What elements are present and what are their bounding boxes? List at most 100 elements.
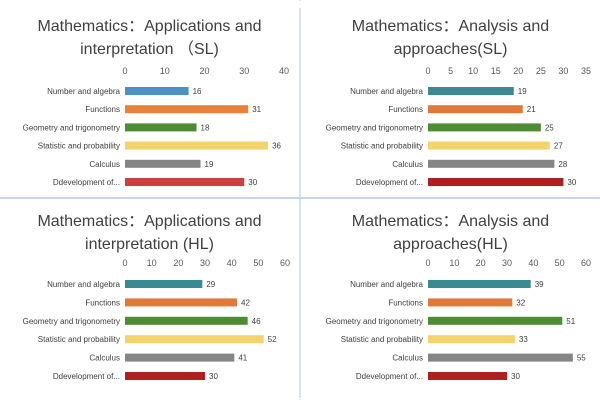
bar [428,159,555,168]
data-label: 30 [248,178,257,187]
data-label: 31 [252,105,261,114]
bar-chart: 0 5 10 15 20 25 30 35 Number and algebra 19 Functi… [326,66,591,187]
category-label: Functions [85,298,120,307]
chart-plot: 0 10 20 30 40 Number and algebra 16 Functions 31… [23,66,289,187]
data-label: 36 [272,142,281,151]
x-tick-label: 0 [425,66,430,76]
category-label: Functions [388,105,423,114]
category-label: Number and algebra [350,87,423,96]
data-label: 29 [206,280,215,289]
data-label: 30 [209,372,218,381]
x-tick-label: 40 [528,258,538,268]
x-tick-label: 10 [449,258,459,268]
category-label: Functions [388,298,423,307]
x-tick-label: 50 [555,258,565,268]
category-label: Statistic and probability [341,335,423,344]
x-tick-label: 60 [280,258,290,268]
data-label: 30 [511,372,520,381]
bar [428,178,564,186]
chart-panel-aa-sl: Mathematics：Analysis and approaches(SL) … [301,0,600,197]
bar [125,105,249,114]
bar [125,280,203,288]
data-label: 28 [558,160,567,169]
bar [125,335,264,344]
x-tick-label: 60 [581,258,591,268]
chart-plot: 0 10 20 30 40 50 60 Number and algebra 39 Functio… [326,258,591,381]
data-label: 27 [554,142,563,151]
x-tick-label: 5 [448,66,453,76]
category-label: Ddevelopment of... [53,178,120,187]
data-label: 21 [527,105,536,114]
data-label: 16 [193,87,202,96]
chart-panel-aa-hl: Mathematics：Analysis and approaches(HL) … [301,199,600,400]
x-tick-label: 0 [122,66,127,76]
bar [428,372,507,380]
category-label: Calculus [392,160,423,169]
bar [125,298,237,307]
category-label: Ddevelopment of... [356,178,423,187]
category-label: Number and algebra [350,280,423,289]
data-label: 19 [518,87,527,96]
x-tick-label: 30 [558,66,568,76]
bar [125,87,189,95]
x-tick-label: 30 [239,66,249,76]
bar-chart: 0 10 20 30 40 50 60 Number and algebra 39 Functio… [326,258,591,381]
category-label: Geometry and trigonometry [23,317,120,326]
category-label: Statistic and probability [341,142,423,151]
data-label: 33 [519,335,528,344]
data-label: 46 [252,317,261,326]
bar [125,123,197,132]
chart-title-line-2: approaches(HL) [393,236,508,253]
category-label: Calculus [89,160,120,169]
data-label: 25 [545,123,554,132]
bar [125,159,201,168]
x-tick-label: 20 [476,258,486,268]
bar [428,280,531,288]
bar [428,123,541,132]
chart-title-line-2: approaches(SL) [393,41,508,58]
category-label: Functions [85,105,120,114]
chart-panel-ai-sl: Mathematics：Applications and interpretat… [0,0,299,197]
category-label: Geometry and trigonometry [23,123,120,132]
bar-chart: 0 10 20 30 40 50 60 Number and algebra 29 Functio… [23,258,290,381]
category-label: Calculus [89,354,120,363]
vertical-divider [299,8,301,398]
chart-title-line-2: interpretation (HL) [85,236,214,253]
bar-chart: 0 10 20 30 40 Number and algebra 16 Functions 31… [23,66,289,187]
category-label: Number and algebra [47,280,120,289]
bar [428,353,573,362]
bar [428,298,513,307]
data-label: 39 [535,280,544,289]
bar [428,87,514,95]
x-tick-label: 40 [279,66,289,76]
bar [125,316,248,325]
category-label: Number and algebra [47,87,120,96]
x-tick-label: 50 [253,258,263,268]
data-label: 42 [241,298,250,307]
data-label: 41 [238,354,247,363]
chart-title-line-2: interpretation （SL) [80,41,219,58]
category-label: Statistic and probability [38,335,120,344]
x-tick-label: 20 [173,258,183,268]
x-tick-label: 30 [200,258,210,268]
chart-plot: 0 5 10 15 20 25 30 35 Number and algebra 19 Functi… [326,66,591,187]
bar [125,372,205,380]
chart-title-line-1: Mathematics：Applications and [37,18,262,35]
data-label: 51 [566,317,575,326]
chart-title-line-1: Mathematics：Analysis and [351,213,550,230]
horizontal-divider [0,197,600,199]
category-label: Calculus [392,354,423,363]
chart-title-line-1: Mathematics：Analysis and [351,18,550,35]
bar [125,141,269,150]
chart-title-line-1: Mathematics：Applications and [37,213,262,230]
x-tick-label: 0 [425,258,430,268]
data-label: 30 [567,178,576,187]
category-label: Ddevelopment of... [356,372,423,381]
x-tick-label: 0 [122,258,127,268]
x-tick-label: 20 [513,66,523,76]
x-tick-label: 40 [227,258,237,268]
chart-panel-ai-hl: Mathematics：Applications and interpretat… [0,199,299,400]
category-label: Statistic and probability [38,142,120,151]
x-tick-label: 20 [199,66,209,76]
category-label: Geometry and trigonometry [326,123,423,132]
